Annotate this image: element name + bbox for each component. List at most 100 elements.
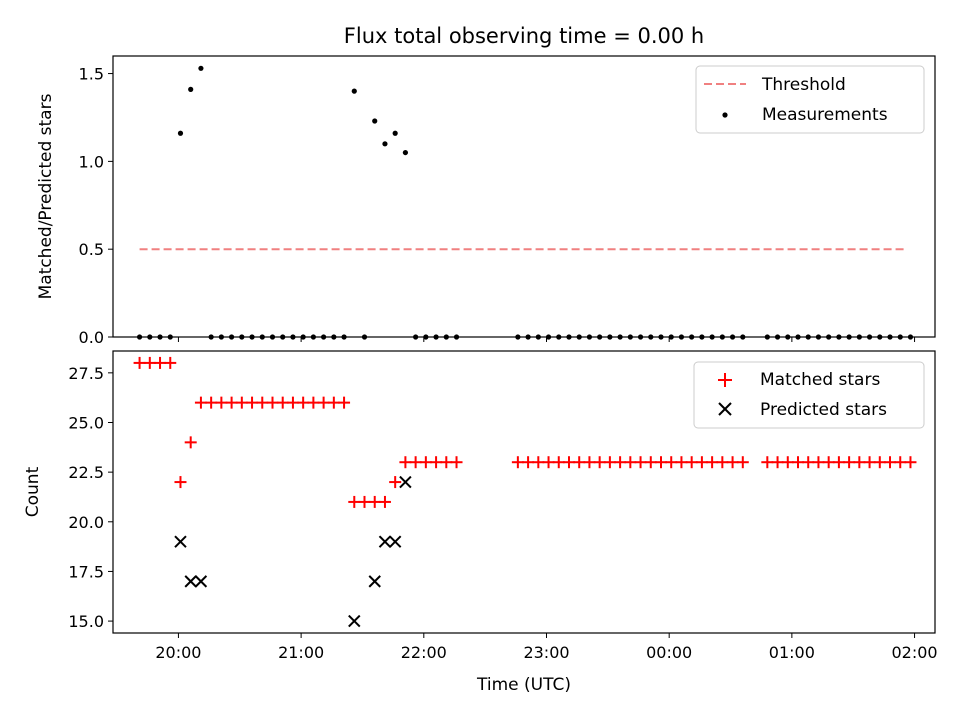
legend-predicted-swatch: [718, 402, 732, 416]
matched-star-point: [235, 396, 248, 409]
matched-star-point: [419, 456, 432, 469]
matched-star-point: [276, 396, 289, 409]
matched-star-point: [706, 456, 719, 469]
top-plot-panel: Flux total observing time = 0.00 h 0.0 0.…: [36, 24, 936, 347]
matched-star-point: [399, 456, 412, 469]
top-legend: Threshold Measurements: [695, 65, 925, 134]
predicted-star-point: [184, 575, 197, 588]
bottom-y-axis-label: Count: [23, 466, 43, 517]
measurement-point: [382, 141, 388, 147]
matched-star-point: [256, 396, 269, 409]
measurement-point: [177, 130, 184, 136]
matched-star-point: [338, 396, 351, 409]
bottom-y-tick-label: 15.0: [68, 612, 104, 631]
matched-star-point: [450, 456, 463, 469]
matched-star-point: [246, 396, 259, 409]
matched-star-point: [511, 456, 524, 469]
bottom-x-tick-label: 01:00: [769, 643, 815, 662]
bottom-y-axis: 15.0 17.5 20.0 22.5 25.0 27.5: [68, 364, 113, 631]
predicted-star-point: [194, 575, 208, 588]
matched-star-point: [843, 456, 856, 469]
matched-star-point: [552, 456, 565, 469]
top-legend-box: [695, 65, 925, 134]
matched-star-point: [726, 456, 739, 469]
matched-star-point: [286, 396, 299, 409]
matched-star-point: [522, 456, 535, 469]
legend-measurements-label: Measurements: [762, 105, 888, 125]
matched-star-point: [624, 456, 637, 469]
bottom-y-tick-label: 22.5: [68, 463, 104, 482]
matched-star-point: [542, 456, 555, 469]
top-x-axis: [177, 337, 916, 342]
matched-star-point: [409, 456, 422, 469]
matched-star-point: [761, 456, 774, 469]
legend-matched-swatch: [718, 373, 732, 387]
bottom-data-markers: [133, 356, 917, 628]
matched-star-point: [164, 356, 177, 369]
top-y-tick-label: 0.0: [79, 328, 104, 347]
legend-threshold-label: Threshold: [761, 75, 846, 95]
legend-matched-label: Matched stars: [760, 370, 880, 390]
matched-star-point: [205, 396, 218, 409]
matched-star-point: [695, 456, 708, 469]
top-y-tick-label: 0.5: [79, 240, 104, 259]
matched-star-point: [358, 495, 371, 508]
matched-star-point: [812, 456, 825, 469]
matched-star-point: [215, 396, 228, 409]
matched-star-point: [863, 456, 876, 469]
matched-star-point: [154, 356, 167, 369]
matched-star-point: [378, 495, 391, 508]
matched-star-point: [133, 356, 146, 369]
measurement-point: [198, 65, 204, 71]
matched-star-point: [368, 495, 381, 508]
matched-star-point: [853, 456, 866, 469]
top-y-axis: 0.0 0.5 1.0 1.5: [79, 65, 113, 347]
measurement-point: [351, 88, 357, 94]
matched-star-point: [389, 476, 402, 489]
matched-star-point: [884, 456, 897, 469]
predicted-star-point: [348, 614, 361, 628]
matched-star-point: [614, 456, 627, 469]
bottom-x-axis-label: Time (UTC): [476, 675, 571, 695]
top-plot-frame: [112, 55, 936, 338]
top-y-tick-label: 1.0: [79, 152, 104, 171]
bottom-x-tick-label: 23:00: [523, 643, 569, 662]
matched-star-point: [562, 456, 575, 469]
bottom-x-axis: 20:00 21:00 22:00 23:00 00:00 01:00 02:00: [155, 633, 938, 662]
matched-star-point: [716, 456, 729, 469]
measurement-point: [392, 130, 398, 136]
matched-star-point: [225, 396, 238, 409]
matched-star-point: [822, 456, 835, 469]
matched-star-point: [771, 456, 784, 469]
matched-star-point: [655, 456, 667, 469]
matched-star-point: [184, 436, 197, 449]
bottom-y-tick-label: 17.5: [68, 562, 104, 581]
predicted-star-point: [368, 575, 381, 588]
bottom-plot-panel: 20:00 21:00 22:00 23:00 00:00 01:00 02:00 15.0…: [23, 350, 938, 695]
top-y-axis-label: Matched/Predicted stars: [36, 93, 56, 299]
bottom-x-tick-label: 00:00: [646, 643, 692, 662]
matched-star-point: [685, 456, 698, 469]
matched-star-point: [603, 456, 616, 469]
bottom-legend-box: [693, 361, 925, 429]
matched-star-point: [736, 456, 749, 469]
legend-measurements-swatch: [722, 112, 728, 118]
predicted-star-point: [388, 535, 402, 548]
matched-star-point: [675, 456, 688, 469]
matched-star-point: [327, 396, 340, 409]
bottom-y-tick-label: 25.0: [68, 413, 104, 432]
matched-star-point: [781, 456, 794, 469]
matched-star-point: [665, 456, 678, 469]
matched-star-point: [644, 456, 657, 469]
matched-star-point: [792, 456, 804, 469]
matched-star-point: [532, 456, 545, 469]
matched-star-point: [832, 456, 845, 469]
top-chart-title: Flux total observing time = 0.00 h: [344, 24, 704, 48]
matched-star-point: [904, 456, 917, 469]
bottom-legend: Matched stars Predicted stars: [693, 361, 925, 429]
matched-star-point: [894, 456, 907, 469]
matched-star-point: [430, 456, 443, 469]
measurement-point: [402, 149, 409, 156]
matched-star-point: [317, 396, 330, 409]
